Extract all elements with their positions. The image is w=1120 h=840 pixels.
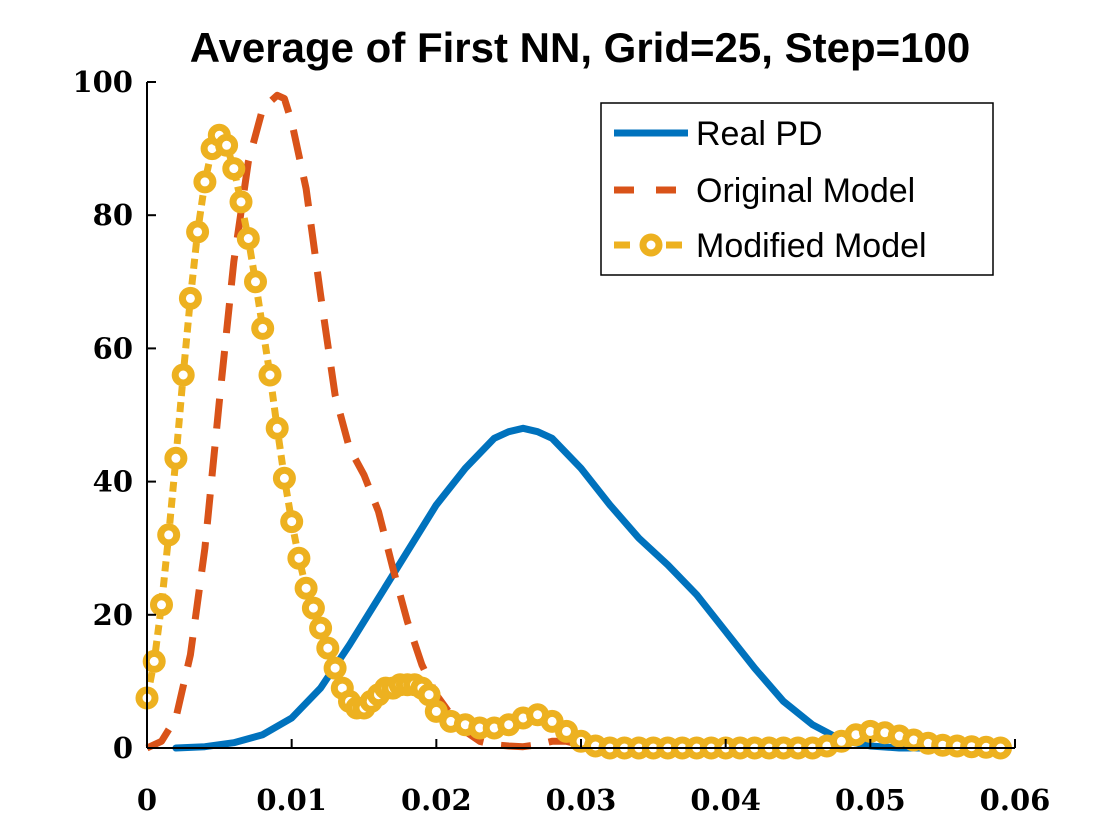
data-point-marker — [157, 523, 181, 547]
y-tick-label: 0 — [113, 731, 133, 765]
data-point-marker — [251, 316, 275, 340]
data-point-marker — [244, 270, 267, 294]
data-point-marker — [215, 133, 239, 157]
y-tick-label: 20 — [93, 598, 133, 632]
data-point-marker — [287, 546, 311, 570]
data-point-marker — [555, 719, 578, 743]
data-point-marker — [142, 649, 166, 673]
data-point-marker — [316, 636, 340, 660]
data-point-marker — [301, 596, 325, 620]
x-tick-label: 0 — [137, 783, 157, 817]
data-point-marker — [222, 157, 246, 181]
data-point-marker — [171, 363, 195, 387]
legend-marker — [639, 233, 663, 257]
y-tick-label: 60 — [93, 331, 133, 365]
x-tick-label: 0.05 — [835, 783, 906, 817]
data-point-marker — [193, 170, 217, 194]
data-point-marker — [424, 699, 448, 723]
x-tick-label: 0.03 — [546, 783, 617, 817]
plot-area — [135, 91, 1012, 760]
data-point-marker — [540, 709, 564, 733]
y-tick-label: 80 — [93, 198, 133, 232]
data-point-marker — [236, 227, 260, 250]
data-point-marker — [323, 656, 347, 680]
x-tick-label: 0.02 — [401, 783, 472, 817]
data-point-marker — [150, 593, 173, 617]
x-tick-label: 0.01 — [256, 783, 327, 817]
chart-title: Average of First NN, Grid=25, Step=100 — [190, 24, 970, 71]
data-point-marker — [229, 190, 253, 214]
x-tick-label: 0.06 — [980, 783, 1051, 817]
legend-label-modified-model: Modified Model — [696, 227, 927, 265]
data-point-marker — [265, 416, 289, 440]
legend-label-real-pd: Real PD — [696, 115, 823, 153]
legend-label-original-model: Original Model — [696, 172, 915, 210]
data-point-marker — [280, 510, 304, 534]
y-tick-label: 40 — [93, 465, 133, 499]
data-point-marker — [309, 616, 333, 640]
data-point-marker — [164, 446, 188, 470]
data-point-marker — [294, 576, 318, 600]
data-point-marker — [178, 286, 202, 310]
data-point-marker — [186, 220, 210, 244]
legend: Real PD Original Model Modified Model — [600, 102, 994, 276]
data-point-marker — [272, 466, 296, 490]
data-point-marker — [258, 363, 282, 387]
series-line-real-pd — [172, 424, 932, 752]
y-tick-label: 100 — [72, 65, 133, 99]
series-line-original-model — [145, 91, 654, 752]
chart-title-text: Average of First NN, Grid=25, Step=100 — [190, 24, 970, 71]
x-tick-label: 0.04 — [690, 783, 761, 817]
axes: 0 0.01 0.02 0.03 0.04 0.05 0.06 0 20 40 60 80 100 — [72, 65, 1050, 817]
